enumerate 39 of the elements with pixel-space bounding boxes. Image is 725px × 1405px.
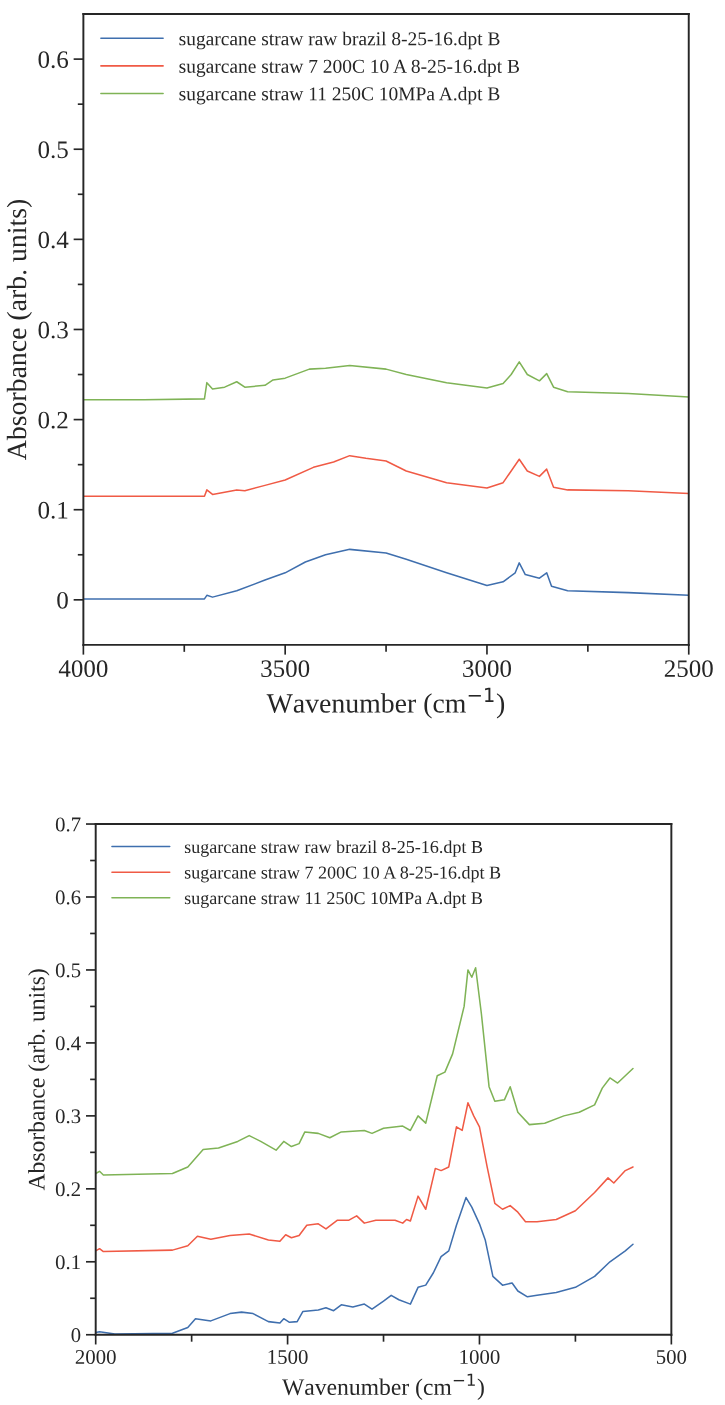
line-series	[95, 1196, 634, 1335]
y-tick-label: 0.2	[38, 411, 68, 429]
x-tick-label: 500	[656, 1349, 687, 1364]
x-axis-title: Wavenumber (cm$^{−1}$)	[266, 687, 505, 719]
y-tick-label: 0.6	[55, 890, 81, 905]
y-tick-label: 0.5	[55, 963, 81, 978]
y-tick-label: 0.2	[55, 1182, 80, 1197]
x-tick-label: 2000	[75, 1349, 116, 1364]
legend-label: sugarcane straw 11 250C 10MPa A.dpt B	[179, 86, 500, 105]
legend-label: sugarcane straw 7 200C 10 A 8-25-16.dpt B	[179, 59, 520, 77]
line-series	[95, 966, 634, 1176]
y-tick-label: 0.4	[55, 1036, 81, 1051]
line-series	[83, 454, 689, 497]
y-tick-label: 0.4	[38, 231, 69, 249]
legend-label: sugarcane straw raw brazil 8-25-16.dpt B	[179, 31, 500, 50]
x-tick-label: 4000	[58, 660, 108, 678]
legend-label: sugarcane straw raw brazil 8-25-16.dpt B	[184, 840, 483, 857]
y-tick-label: 0	[71, 1328, 81, 1343]
x-tick-label: 1000	[460, 1349, 500, 1364]
y-tick-label: 0.5	[38, 141, 68, 159]
x-tick-label: 1500	[268, 1349, 308, 1364]
y-tick-label: 0.3	[38, 321, 68, 339]
legend-label: sugarcane straw 7 200C 10 A 8-25-16.dpt B	[184, 865, 501, 883]
x-tick-label: 2500	[664, 660, 713, 678]
y-tick-label: 0.1	[55, 1255, 80, 1270]
y-tick-label: 0.3	[55, 1109, 81, 1124]
line-series	[83, 548, 689, 600]
y-tick-label: 0.6	[38, 51, 69, 69]
y-tick-label: 0.7	[55, 817, 81, 832]
legend-label: sugarcane straw 11 250C 10MPa A.dpt B	[184, 891, 482, 908]
y-tick-label: 0.1	[38, 501, 68, 519]
line-series	[83, 361, 689, 401]
x-tick-label: 3500	[261, 660, 310, 678]
x-tick-label: 3000	[463, 660, 512, 678]
line-series	[95, 1101, 634, 1253]
x-axis-title: Wavenumber (cm$^{−1}$)	[282, 1373, 484, 1400]
y-axis-title: Absorbance (arb. units)	[28, 969, 50, 1191]
y-axis-title: Absorbance (arb. units)	[6, 199, 32, 460]
y-tick-label: 0	[57, 591, 68, 609]
